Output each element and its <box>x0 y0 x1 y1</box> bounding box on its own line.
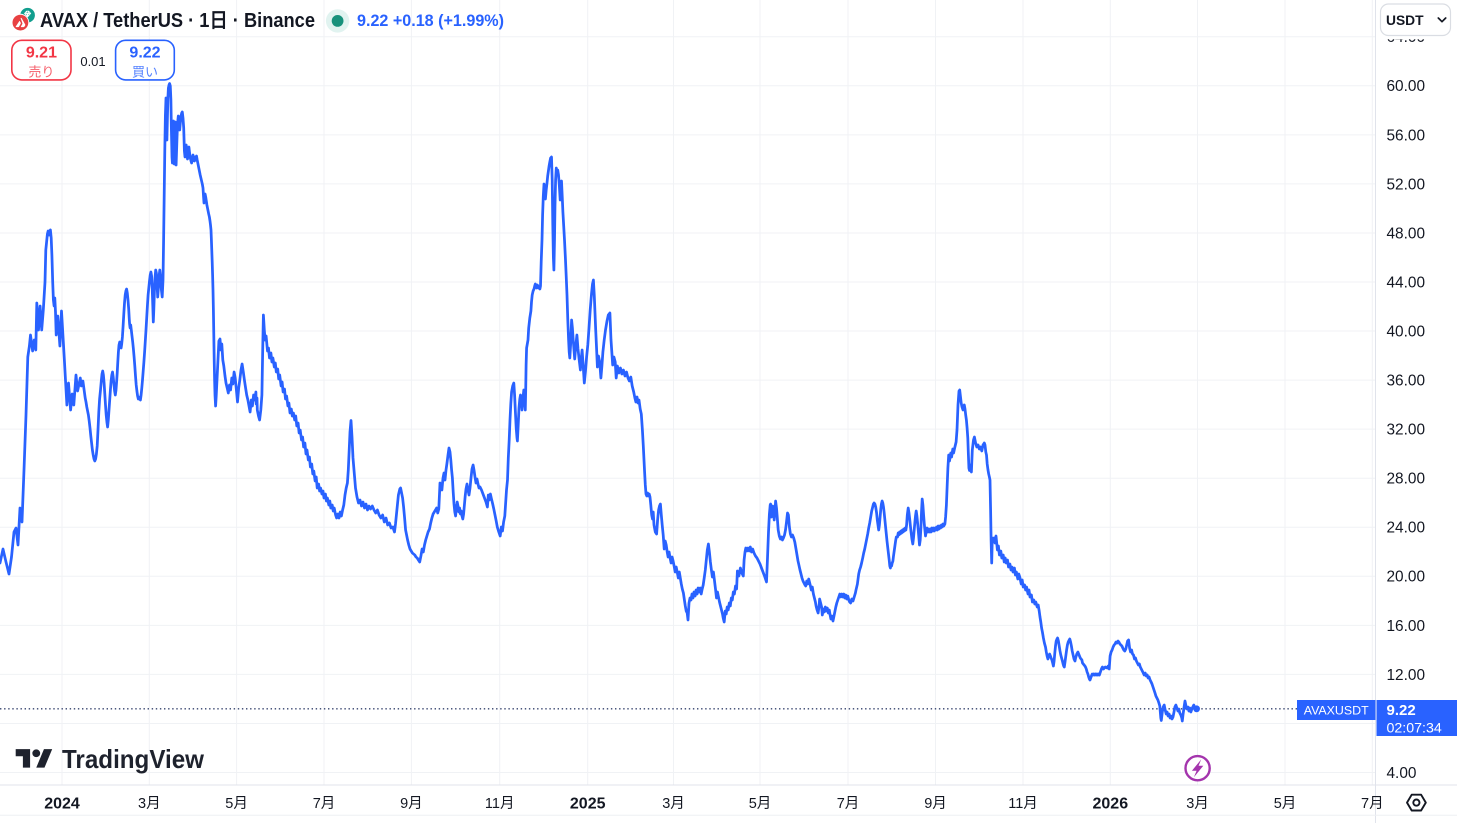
svg-text:9.22: 9.22 <box>1387 702 1416 719</box>
svg-text:48.00: 48.00 <box>1387 225 1426 242</box>
svg-text:20.00: 20.00 <box>1387 569 1426 586</box>
svg-text:9.21: 9.21 <box>26 45 57 62</box>
svg-text:36.00: 36.00 <box>1387 373 1426 390</box>
svg-text:5月: 5月 <box>749 796 772 812</box>
svg-text:5月: 5月 <box>225 796 248 812</box>
svg-text:9.22: 9.22 <box>129 45 160 62</box>
svg-text:9月: 9月 <box>924 796 947 812</box>
svg-text:52.00: 52.00 <box>1387 176 1426 193</box>
svg-text:44.00: 44.00 <box>1387 274 1426 291</box>
svg-text:AVAXUSDT: AVAXUSDT <box>1304 704 1369 718</box>
svg-text:2026: 2026 <box>1093 795 1129 812</box>
svg-text:60.00: 60.00 <box>1387 78 1426 95</box>
svg-text:3月: 3月 <box>138 796 161 812</box>
svg-text:9.22 +0.18 (+1.99%): 9.22 +0.18 (+1.99%) <box>357 11 504 30</box>
svg-text:4.00: 4.00 <box>1387 765 1417 782</box>
svg-text:売り: 売り <box>28 65 54 80</box>
svg-text:7月: 7月 <box>1361 796 1384 812</box>
svg-text:TradingView: TradingView <box>62 744 205 774</box>
svg-text:AVAX / TetherUS · 1日 · Binance: AVAX / TetherUS · 1日 · Binance <box>40 10 315 32</box>
svg-text:11月: 11月 <box>485 796 515 812</box>
svg-text:28.00: 28.00 <box>1387 471 1426 488</box>
svg-text:買い: 買い <box>132 65 158 80</box>
svg-text:USDT: USDT <box>1386 13 1424 28</box>
svg-text:3月: 3月 <box>1186 796 1209 812</box>
svg-text:9月: 9月 <box>400 796 423 812</box>
svg-text:56.00: 56.00 <box>1387 127 1426 144</box>
svg-text:24.00: 24.00 <box>1387 520 1426 537</box>
svg-text:2024: 2024 <box>44 795 80 812</box>
svg-text:16.00: 16.00 <box>1387 618 1426 635</box>
svg-text:11月: 11月 <box>1008 796 1038 812</box>
svg-text:7月: 7月 <box>837 796 860 812</box>
svg-text:5月: 5月 <box>1274 796 1297 812</box>
svg-text:7月: 7月 <box>313 796 336 812</box>
svg-text:32.00: 32.00 <box>1387 422 1426 439</box>
svg-text:2025: 2025 <box>570 795 606 812</box>
svg-text:02:07:34: 02:07:34 <box>1387 720 1442 736</box>
svg-text:40.00: 40.00 <box>1387 323 1426 340</box>
svg-text:12.00: 12.00 <box>1387 667 1426 684</box>
svg-text:0.01: 0.01 <box>80 54 105 69</box>
svg-text:3月: 3月 <box>662 796 685 812</box>
